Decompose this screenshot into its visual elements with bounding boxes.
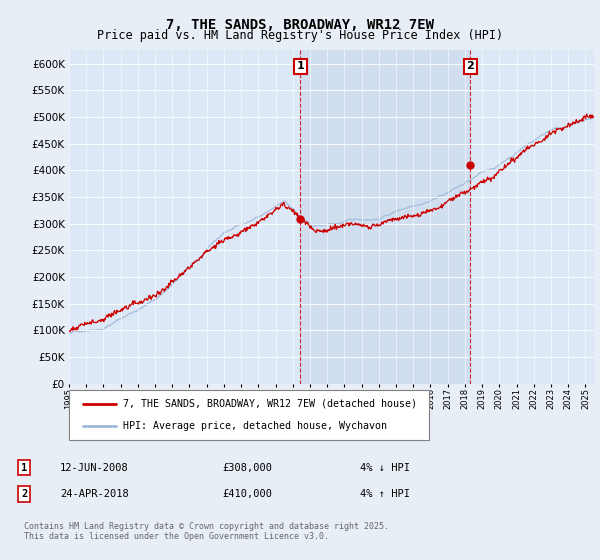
Text: Price paid vs. HM Land Registry's House Price Index (HPI): Price paid vs. HM Land Registry's House …	[97, 29, 503, 42]
Text: HPI: Average price, detached house, Wychavon: HPI: Average price, detached house, Wych…	[123, 421, 387, 431]
Text: 2: 2	[466, 62, 474, 71]
Text: 7, THE SANDS, BROADWAY, WR12 7EW: 7, THE SANDS, BROADWAY, WR12 7EW	[166, 18, 434, 32]
FancyBboxPatch shape	[69, 390, 429, 440]
Text: Contains HM Land Registry data © Crown copyright and database right 2025.
This d: Contains HM Land Registry data © Crown c…	[24, 522, 389, 542]
Text: £410,000: £410,000	[222, 489, 272, 499]
Bar	[301, 50, 470, 384]
Text: 24-APR-2018: 24-APR-2018	[60, 489, 129, 499]
Text: 1: 1	[296, 62, 304, 71]
Text: 7, THE SANDS, BROADWAY, WR12 7EW (detached house): 7, THE SANDS, BROADWAY, WR12 7EW (detach…	[123, 399, 417, 409]
Text: £308,000: £308,000	[222, 463, 272, 473]
Text: 4% ↓ HPI: 4% ↓ HPI	[360, 463, 410, 473]
Text: 12-JUN-2008: 12-JUN-2008	[60, 463, 129, 473]
Text: 1: 1	[21, 463, 27, 473]
Text: 2: 2	[21, 489, 27, 499]
Text: 4% ↑ HPI: 4% ↑ HPI	[360, 489, 410, 499]
